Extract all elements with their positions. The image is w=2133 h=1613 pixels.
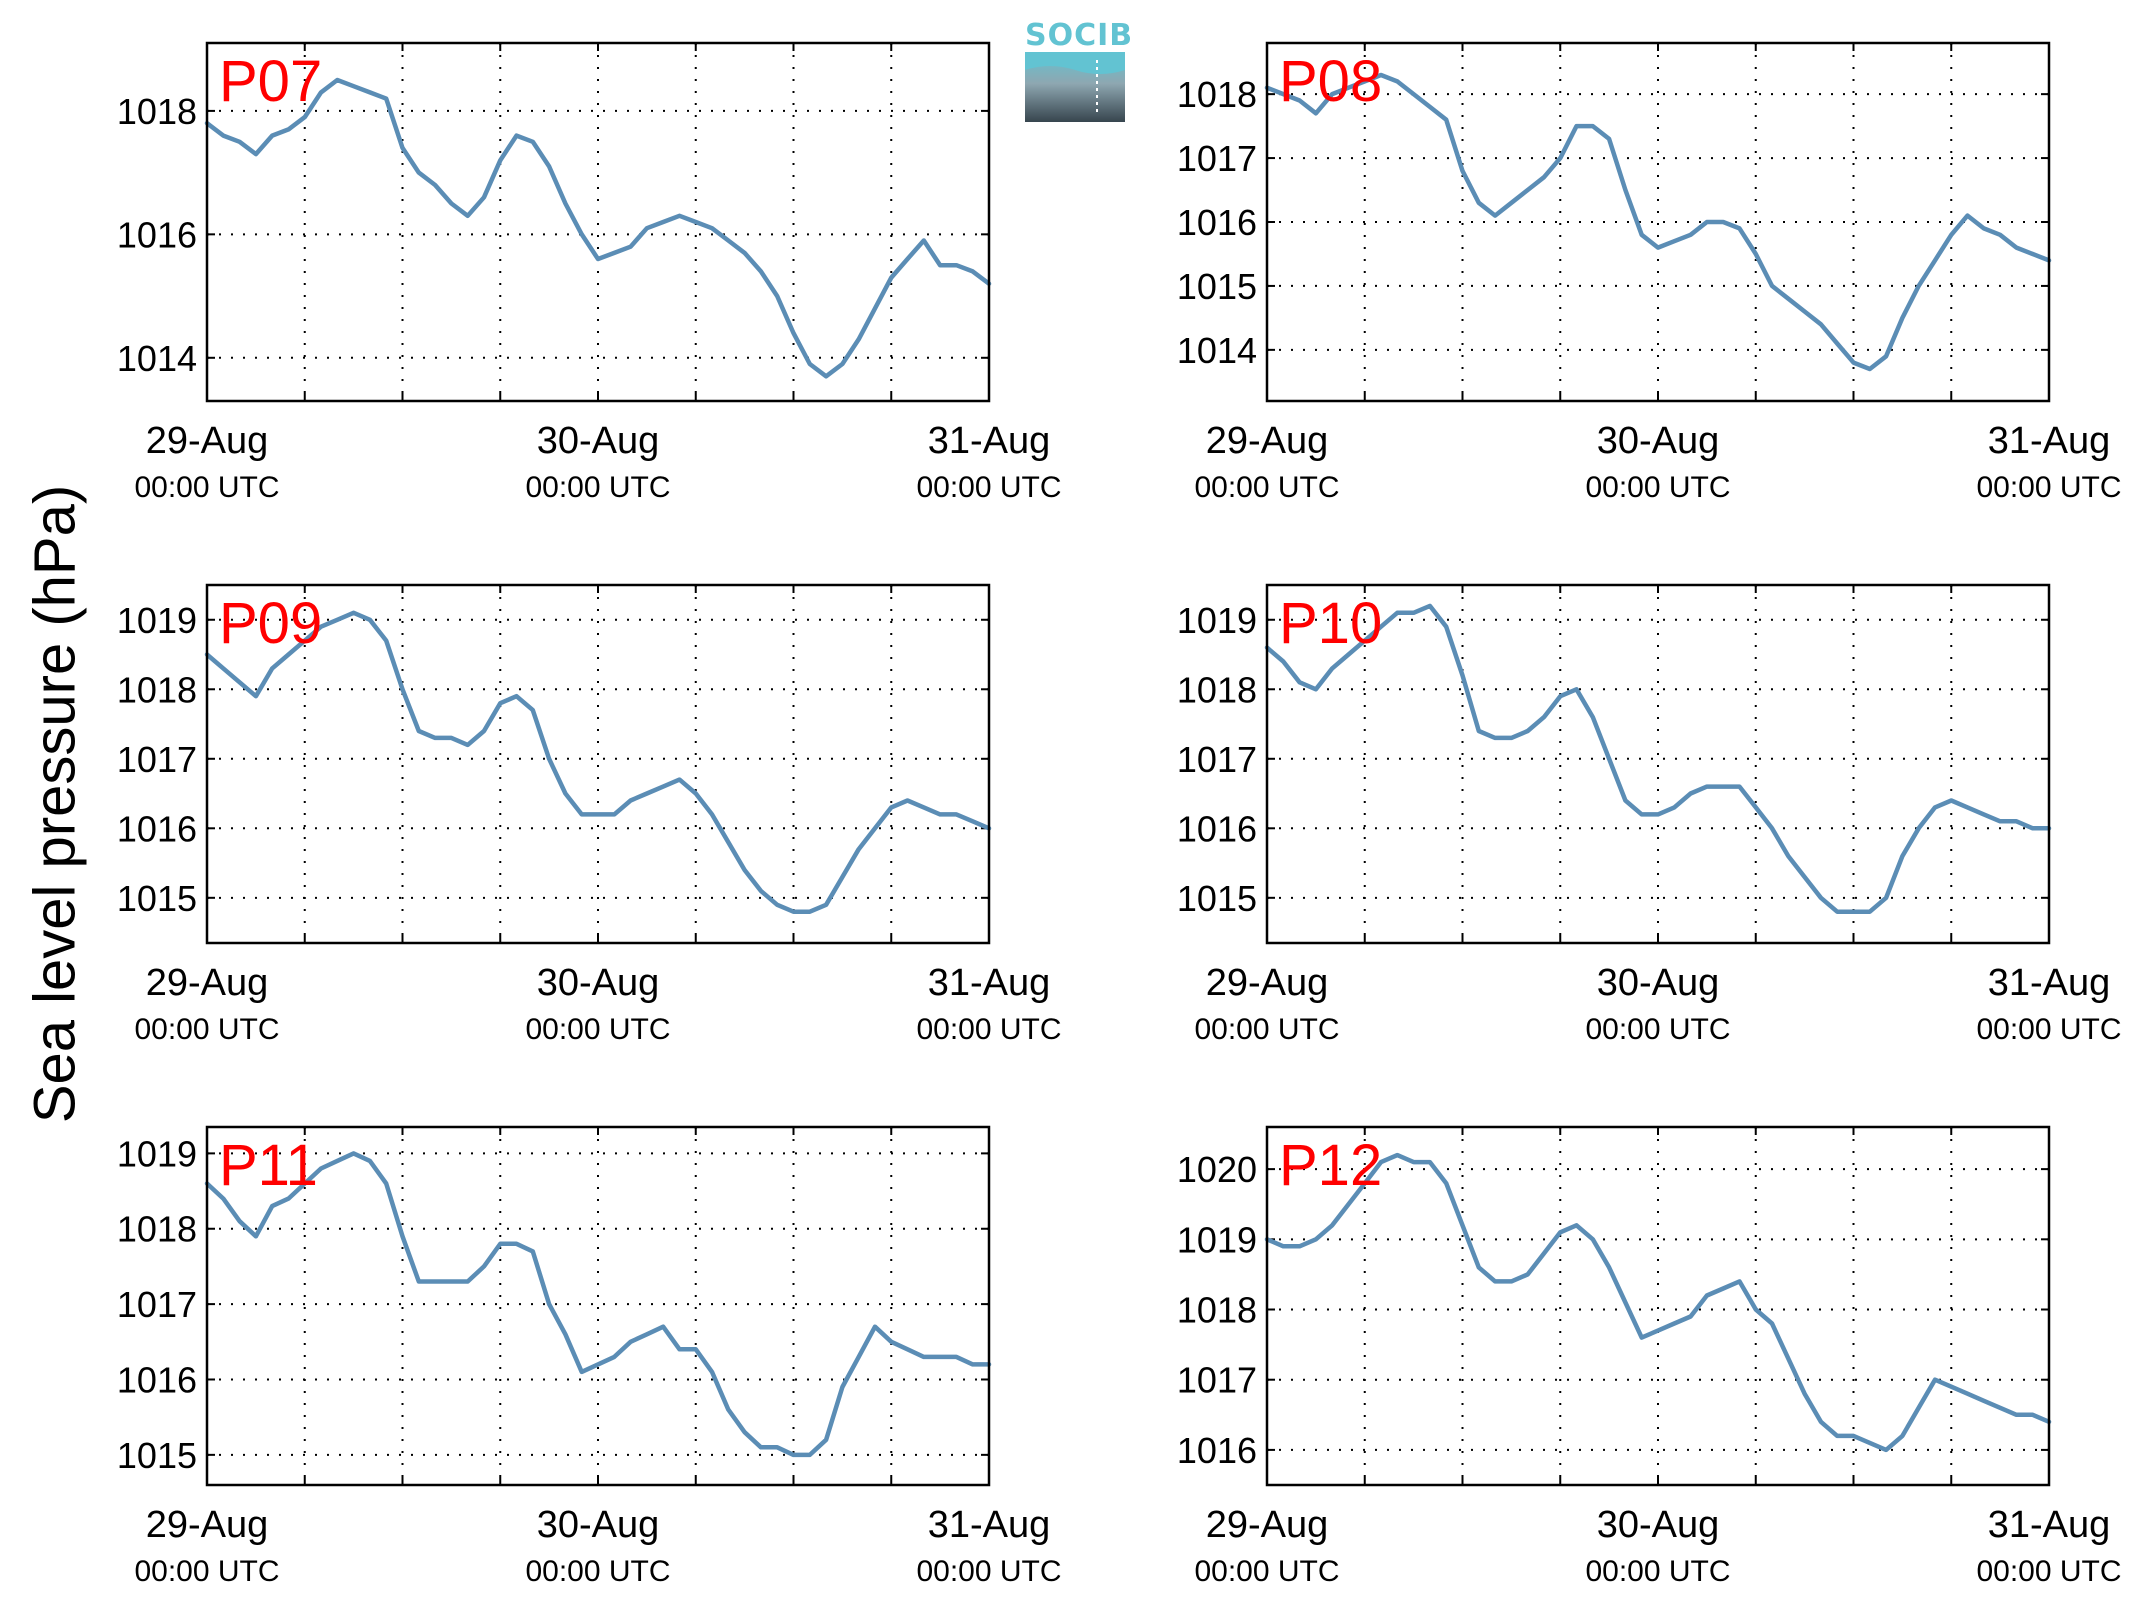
x-tick-label-date: 31-Aug [928,1504,1051,1546]
logo-wave-icon [1025,52,1125,122]
y-tick-label: 1018 [117,1209,197,1250]
x-tick-label-time: 00:00 UTC [134,1555,279,1588]
x-tick-label-time: 00:00 UTC [525,1013,670,1046]
x-tick-label-time: 00:00 UTC [525,1555,670,1588]
y-tick-label: 1017 [117,739,197,780]
x-tick-label-date: 31-Aug [1988,1504,2111,1546]
x-tick-label-date: 29-Aug [1206,962,1329,1004]
x-tick-label-time: 00:00 UTC [134,471,279,504]
y-tick-label: 1014 [117,338,197,379]
x-tick-label-time: 00:00 UTC [134,1013,279,1046]
pressure-series-line [1264,1152,2052,1453]
x-tick-label-date: 30-Aug [537,962,660,1004]
y-tick-label: 1020 [1177,1149,1257,1190]
logo-text: SOCIB [1025,18,1134,53]
y-axis-title: Sea level pressure (hPa) [22,484,88,1124]
axes-frame [205,41,991,403]
x-tick-label-time: 00:00 UTC [1976,1555,2121,1588]
x-tick-label-time: 00:00 UTC [1585,1555,1730,1588]
y-tick-label: 1018 [117,669,197,710]
x-tick-label-date: 30-Aug [1597,420,1720,462]
y-tick-label: 1014 [1177,330,1257,371]
y-tick-label: 1015 [1177,878,1257,919]
chart-panel-P12: 1016 1017 1018 1019 1020 29-Aug 00:00 UTC 30-Au… [1177,1125,2122,1588]
x-tick-label-date: 30-Aug [1597,962,1720,1004]
y-tick-label: 1015 [117,878,197,919]
x-tick-label-time: 00:00 UTC [1976,1013,2121,1046]
station-label: P11 [219,1133,318,1198]
y-tick-label: 1016 [117,808,197,849]
y-tick-label: 1015 [1177,266,1257,307]
y-tick-label: 1016 [117,214,197,255]
x-tick-label-time: 00:00 UTC [1194,1013,1339,1046]
axes-frame [1265,1125,2051,1487]
axes-frame [1265,583,2051,945]
x-tick-label-time: 00:00 UTC [1194,1555,1339,1588]
y-tick-label: 1018 [117,91,197,132]
chart-panel-P10: 1015 1016 1017 1018 1019 29-Aug 00:00 UTC 30-Au… [1177,583,2122,1046]
pressure-series-line [1264,603,2052,914]
pressure-series-line [204,77,992,379]
x-tick-label-time: 00:00 UTC [1976,471,2121,504]
pressure-series-line [1264,72,2052,372]
pressure-series-line [204,610,992,914]
x-tick-label-time: 00:00 UTC [1585,471,1730,504]
x-tick-label-time: 00:00 UTC [1585,1013,1730,1046]
axes-frame [1265,41,2051,403]
station-label: P10 [1279,591,1382,656]
x-tick-label-date: 29-Aug [146,420,269,462]
x-tick-label-date: 31-Aug [928,962,1051,1004]
station-label: P07 [219,49,322,114]
chart-panel-P09: 1015 1016 1017 1018 1019 29-Aug 00:00 UTC 30-Au… [117,583,1062,1046]
x-tick-label-time: 00:00 UTC [1194,471,1339,504]
y-tick-label: 1019 [1177,600,1257,641]
x-tick-label-date: 30-Aug [1597,1504,1720,1546]
pressure-series-line [204,1151,992,1458]
y-tick-label: 1017 [1177,739,1257,780]
x-tick-label-date: 29-Aug [1206,420,1329,462]
station-label: P09 [219,591,322,656]
x-tick-label-time: 00:00 UTC [916,471,1061,504]
station-label: P12 [1279,1133,1382,1198]
x-tick-label-time: 00:00 UTC [525,471,670,504]
x-tick-label-time: 00:00 UTC [916,1555,1061,1588]
x-tick-label-date: 29-Aug [1206,1504,1329,1546]
x-tick-label-date: 29-Aug [146,962,269,1004]
y-tick-label: 1016 [1177,202,1257,243]
y-tick-label: 1019 [1177,1219,1257,1260]
y-tick-label: 1019 [117,600,197,641]
axes-frame [205,583,991,945]
socib-logo: SOCIB [1025,18,1134,122]
chart-panel-P11: 1015 1016 1017 1018 1019 29-Aug 00:00 UTC 30-Au… [117,1125,1062,1588]
x-tick-label-date: 31-Aug [1988,420,2111,462]
y-tick-label: 1017 [1177,1360,1257,1401]
y-tick-label: 1016 [1177,808,1257,849]
y-tick-label: 1017 [1177,138,1257,179]
chart-panel-P07: 1014 1016 1018 29-Aug 00:00 UTC 30-Aug 00:00 U… [117,41,1062,504]
x-tick-label-date: 31-Aug [1988,962,2111,1004]
axes-frame [205,1125,991,1487]
x-tick-label-date: 30-Aug [537,1504,660,1546]
y-tick-label: 1018 [1177,1290,1257,1331]
x-tick-label-date: 31-Aug [928,420,1051,462]
x-tick-label-date: 29-Aug [146,1504,269,1546]
y-tick-label: 1018 [1177,669,1257,710]
y-tick-label: 1016 [117,1359,197,1400]
x-tick-label-time: 00:00 UTC [916,1013,1061,1046]
station-label: P08 [1279,49,1382,114]
y-tick-label: 1018 [1177,74,1257,115]
y-tick-label: 1016 [1177,1430,1257,1471]
y-tick-label: 1017 [117,1284,197,1325]
x-tick-label-date: 30-Aug [537,420,660,462]
y-tick-label: 1019 [117,1133,197,1174]
y-tick-label: 1015 [117,1435,197,1476]
chart-panel-P08: 1014 1015 1016 1017 1018 29-Aug 00:00 UTC 30-Au… [1177,41,2122,504]
